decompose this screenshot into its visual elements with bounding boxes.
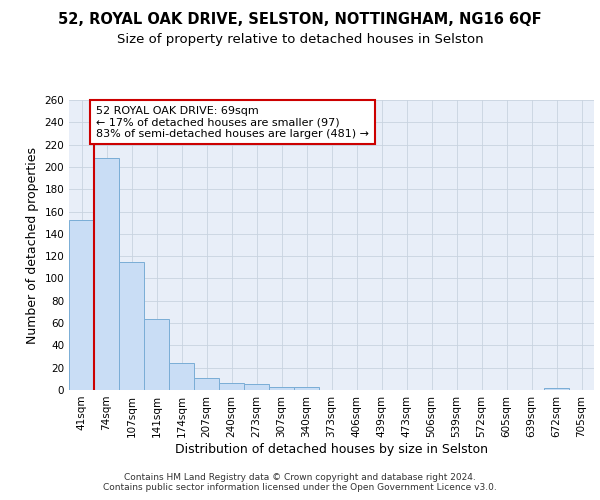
X-axis label: Distribution of detached houses by size in Selston: Distribution of detached houses by size … — [175, 442, 488, 456]
Bar — [244, 384, 269, 390]
Bar — [219, 384, 244, 390]
Bar — [144, 318, 169, 390]
Text: Contains HM Land Registry data © Crown copyright and database right 2024.
Contai: Contains HM Land Registry data © Crown c… — [103, 473, 497, 492]
Bar — [169, 363, 194, 390]
Bar — [544, 388, 569, 390]
Text: 52 ROYAL OAK DRIVE: 69sqm
← 17% of detached houses are smaller (97)
83% of semi-: 52 ROYAL OAK DRIVE: 69sqm ← 17% of detac… — [96, 106, 369, 139]
Bar — [194, 378, 219, 390]
Bar — [69, 220, 94, 390]
Text: Size of property relative to detached houses in Selston: Size of property relative to detached ho… — [116, 32, 484, 46]
Bar — [269, 386, 294, 390]
Y-axis label: Number of detached properties: Number of detached properties — [26, 146, 39, 344]
Text: 52, ROYAL OAK DRIVE, SELSTON, NOTTINGHAM, NG16 6QF: 52, ROYAL OAK DRIVE, SELSTON, NOTTINGHAM… — [58, 12, 542, 28]
Bar — [294, 386, 319, 390]
Bar — [94, 158, 119, 390]
Bar — [119, 262, 144, 390]
